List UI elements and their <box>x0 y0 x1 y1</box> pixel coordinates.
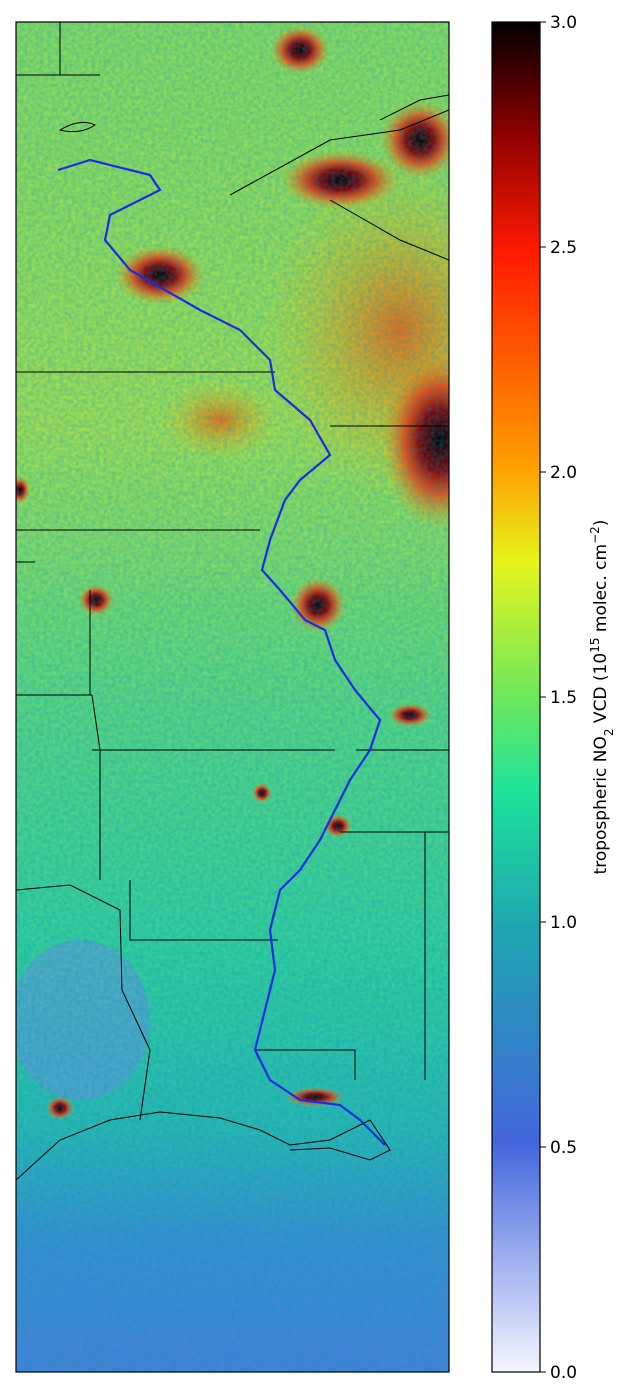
borders <box>16 22 449 1181</box>
map-frame <box>15 21 450 1373</box>
colorbar <box>491 21 541 1373</box>
tick-label: 3.0 <box>550 13 577 33</box>
label-part: ) <box>591 520 611 527</box>
label-part: 15 <box>588 638 602 653</box>
label-part: tropospheric NO <box>591 736 611 874</box>
tick-label: 2.0 <box>550 463 577 483</box>
colorbar-ticks: 0.0 0.5 1.0 1.5 2.0 2.5 3.0 <box>540 13 577 1383</box>
tick-label: 0.0 <box>550 1363 577 1383</box>
map <box>16 22 449 1372</box>
pixel-noise <box>16 22 449 1372</box>
tick-label: 2.5 <box>550 238 577 258</box>
tick-label: 1.0 <box>550 913 577 933</box>
river <box>57 158 386 1146</box>
tick-label: 1.5 <box>550 688 577 708</box>
tick-label: 0.5 <box>550 1138 577 1158</box>
label-part: molec. cm <box>591 544 611 638</box>
label-part: −2 <box>588 526 602 544</box>
label-part: VCD (10 <box>591 653 611 729</box>
label-part: 2 <box>602 728 616 736</box>
colorbar-label: tropospheric NO2 VCD (1015 molec. cm−2) <box>588 520 616 875</box>
